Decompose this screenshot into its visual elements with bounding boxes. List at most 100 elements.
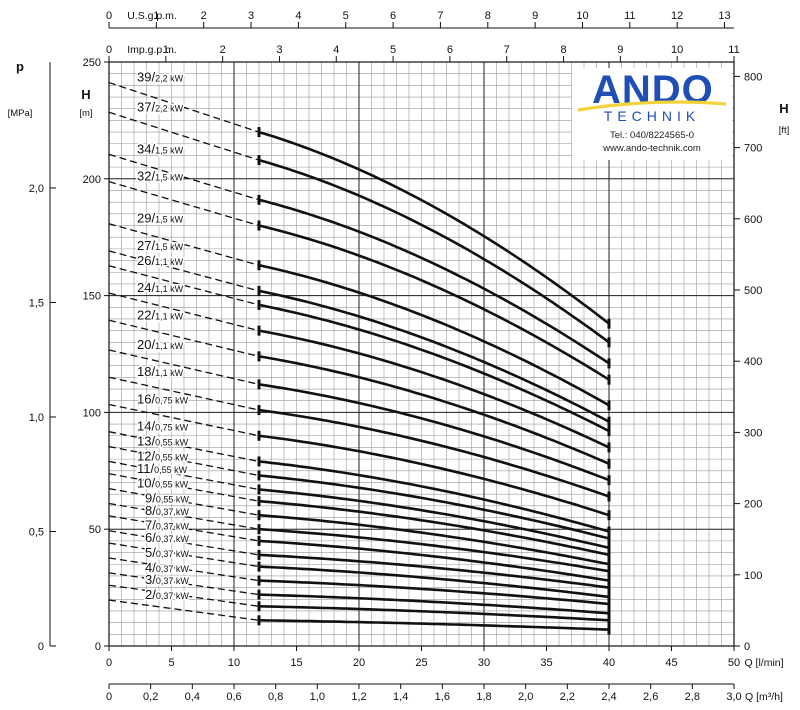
pressure-axis-unit: [MPa]: [8, 108, 33, 119]
us-gpm-tick-label: 3: [248, 10, 254, 22]
pump-curve-16: [258, 434, 610, 517]
q-lmin-tick-label: 15: [290, 657, 302, 669]
head-ft-tick-label: 800: [744, 71, 762, 83]
curve-dashed-extension: [108, 180, 260, 227]
curve-label-20: 20/1,1 kW: [137, 337, 184, 352]
curve-dashed-extension: [108, 599, 260, 621]
curve-label-24: 24/1,1 kW: [137, 280, 184, 295]
head-ft-tick-label: 0: [744, 641, 750, 653]
us-gpm-tick-label: 13: [718, 10, 730, 22]
curve-label-18: 18/1,1 kW: [137, 364, 184, 379]
curve-dashed-extension: [108, 250, 260, 292]
curve-dashed-extension: [108, 265, 260, 306]
pump-curve-12: [258, 488, 610, 550]
q-lmin-tick-label: 5: [168, 657, 174, 669]
q-m3h-tick-label: 3,0: [726, 691, 741, 703]
imp-gpm-axis-label: Imp.g.p.m.: [127, 44, 177, 56]
curve-label-34: 34/1,5 kW: [137, 141, 184, 156]
curve-label-2: 2/0,37 kW: [145, 587, 189, 602]
us-gpm-tick-label: 4: [295, 10, 301, 22]
pump-curve-4: [258, 593, 610, 615]
pressure-tick-label: 1,5: [29, 297, 44, 309]
logo-phone: Tel.: 040/8224565-0: [610, 130, 694, 141]
head-m-tick-label: 150: [83, 291, 101, 303]
pump-curve-32: [258, 224, 610, 381]
imp-gpm-tick-label: 0: [106, 44, 112, 56]
curve-label-27: 27/1,5 kW: [137, 238, 184, 253]
us-gpm-axis-label: U.S.g.p.m.: [127, 10, 177, 22]
curve-dashed-extension: [108, 530, 260, 556]
q-lmin-tick-label: 40: [603, 657, 615, 669]
q-m3h-tick-label: 2,8: [685, 691, 700, 703]
curve-dashed-extension: [108, 403, 260, 437]
head-ft-axis-unit: [ft]: [779, 125, 790, 136]
head-ft-axis-label: H: [779, 101, 788, 116]
curve-dashed-extension: [108, 292, 260, 332]
imp-gpm-tick-label: 7: [504, 44, 510, 56]
pump-curve-18: [258, 408, 610, 498]
imp-gpm-tick-label: 3: [276, 44, 282, 56]
logo-website: www.ando-technik.com: [603, 143, 701, 154]
pump-curve-14: [258, 460, 610, 533]
pump-curve-7: [258, 553, 610, 589]
curve-dashed-extension: [108, 502, 260, 530]
q-m3h-tick-label: 2,4: [601, 691, 616, 703]
q-lmin-tick-label: 0: [106, 657, 112, 669]
pump-curve-39: [258, 130, 610, 325]
pressure-tick-label: 1,0: [29, 412, 44, 424]
curve-label-11: 11/0,55 kW: [137, 461, 188, 476]
curve-dashed-extension: [108, 460, 260, 491]
q-m3h-tick-label: 1,8: [476, 691, 491, 703]
curve-dashed-extension: [108, 488, 260, 516]
curve-dashed-extension: [108, 445, 260, 477]
imp-gpm-tick-label: 8: [560, 44, 566, 56]
us-gpm-tick-label: 9: [532, 10, 538, 22]
logo-subtitle: TECHNIK: [603, 108, 701, 124]
pump-curve-9: [258, 527, 610, 573]
logo-swoosh-icon: [577, 100, 727, 112]
us-gpm-tick-label: 1: [153, 10, 159, 22]
q-m3h-axis-label: Q [m³/h]: [745, 691, 783, 703]
head-ft-tick-label: 500: [744, 285, 762, 297]
us-gpm-tick-label: 2: [201, 10, 207, 22]
us-gpm-tick-label: 6: [390, 10, 396, 22]
q-m3h-tick-label: 1,0: [310, 691, 325, 703]
pump-curve-20: [258, 383, 610, 482]
q-m3h-tick-label: 0: [106, 691, 112, 703]
head-ft-tick-label: 400: [744, 356, 762, 368]
q-lmin-tick-label: 25: [415, 657, 427, 669]
head-m-tick-label: 50: [89, 524, 101, 536]
curve-label-14: 14/0,75 kW: [137, 419, 189, 434]
pressure-axis-label: p: [16, 59, 24, 74]
imp-gpm-tick-label: 6: [447, 44, 453, 56]
q-m3h-tick-label: 0,8: [268, 691, 283, 703]
pump-curve-3: [258, 605, 610, 622]
curve-dashed-extension: [108, 542, 260, 568]
q-m3h-tick-label: 2,2: [560, 691, 575, 703]
us-gpm-tick-label: 7: [437, 10, 443, 22]
imp-gpm-tick-label: 1: [163, 44, 169, 56]
pump-curve-11: [258, 499, 610, 557]
curve-label-4: 4/0,37 kW: [145, 560, 189, 575]
imp-gpm-tick-label: 11: [728, 44, 739, 56]
pump-curve-37: [258, 158, 610, 344]
curve-dashed-extension: [108, 153, 260, 201]
curve-label-13: 13/0,55 kW: [137, 434, 189, 449]
q-m3h-tick-label: 1,6: [435, 691, 450, 703]
us-gpm-tick-label: 12: [671, 10, 683, 22]
company-logo: ANDO TECHNIK Tel.: 040/8224565-0 www.and…: [572, 68, 732, 160]
curve-label-16: 16/0,75 kW: [137, 391, 189, 406]
head-ft-tick-label: 200: [744, 499, 762, 511]
pump-curve-8: [258, 539, 610, 582]
imp-gpm-tick-label: 9: [617, 44, 623, 56]
imp-gpm-tick-label: 4: [333, 44, 339, 56]
curve-label-32: 32/1,5 kW: [137, 169, 184, 184]
curve-dashed-extension: [108, 431, 260, 463]
curve-dashed-extension: [108, 572, 260, 596]
curve-label-37: 37/2,2 kW: [137, 99, 184, 114]
pump-curve-6: [258, 565, 610, 599]
pump-curve-26: [258, 303, 610, 433]
us-gpm-tick-label: 0: [106, 10, 112, 22]
q-m3h-tick-label: 0,4: [185, 691, 200, 703]
curve-dashed-extension: [108, 376, 260, 411]
